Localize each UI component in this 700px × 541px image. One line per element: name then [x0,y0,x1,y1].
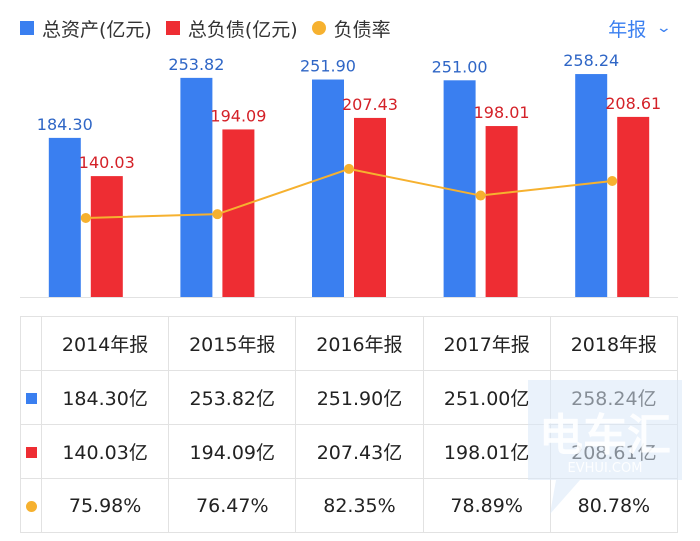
legend-swatch-assets [20,21,34,35]
point-debt-ratio [475,190,486,201]
table-cell: 78.89% [422,478,551,533]
legend-swatch-liabilities [165,21,180,35]
table-row-marker [20,478,42,533]
table-cell: 251.90亿 [295,370,424,425]
table-cell: 82.35% [295,478,424,533]
table-cell: 251.00亿 [422,370,551,425]
table-cell: 194.09亿 [168,424,297,479]
table-header-cell: 2014年报 [40,316,170,371]
table-cell: 75.98% [40,478,170,533]
data-label-assets: 184.30 [37,115,93,134]
chart-legend: 总资产(亿元) 总负债(亿元) 负债率 [0,14,391,42]
bar-total-liabilities [354,117,386,298]
table-cell: 208.61亿 [549,424,679,479]
table-cell: 258.24亿 [549,370,679,425]
table-row: 184.30亿 253.82亿 251.90亿 251.00亿 258.24亿 [20,370,679,425]
legend-total-assets[interactable]: 总资产(亿元) [20,15,152,42]
bar-total-assets [312,79,344,297]
bar-total-liabilities [222,129,255,297]
data-label-assets: 258.24 [563,51,619,70]
bar-total-assets [575,74,608,298]
table-header-cell: 2016年报 [295,316,424,371]
table-header-row: 2014年报 2015年报 2016年报 2017年报 2018年报 [20,316,679,371]
bar-total-assets [180,77,213,297]
legend-swatch-ratio [311,21,326,35]
table-cell: 253.82亿 [168,370,297,425]
data-label-assets: 251.90 [300,57,356,76]
table-header-cell: 2015年报 [168,316,297,371]
data-label-liabilities: 140.03 [79,153,135,172]
point-debt-ratio [607,175,618,186]
bar-total-assets [48,137,81,297]
series-line-debt-ratio [85,167,613,219]
data-label-assets: 251.00 [432,57,488,76]
assets-square-icon [25,392,37,404]
table-cell: 207.43亿 [295,424,424,479]
assets-liabilities-chart: 184.30 140.03 253.82 194.09 251.90 207.43 251.… [20,51,678,298]
chevron-down-icon: ⌄ [655,20,673,36]
legend-label-liabilities: 总负债(亿元) [187,18,298,41]
table-row: 140.03亿 194.09亿 207.43亿 198.01亿 208.61亿 [20,424,679,479]
period-selector[interactable]: 年报 ⌄ [608,14,673,42]
point-debt-ratio [344,163,354,174]
liabilities-square-icon [25,446,37,458]
period-selector-label: 年报 [608,18,647,41]
point-debt-ratio [212,209,223,220]
bar-total-liabilities [617,116,650,298]
table-header-cell: 2018年报 [549,316,679,371]
point-debt-ratio [80,212,91,223]
table-cell: 80.78% [549,478,679,533]
data-label-liabilities: 194.09 [210,106,266,125]
table-cell: 140.03亿 [40,424,170,479]
table-header-marker [20,316,42,371]
table-cell: 76.47% [168,478,297,533]
table-cell: 198.01亿 [422,424,551,479]
table-row: 75.98% 76.47% 82.35% 78.89% 80.78% [20,478,679,533]
table-header-cell: 2017年报 [422,316,551,371]
table-cell: 184.30亿 [40,370,170,425]
table-row-marker [20,370,42,425]
bar-total-liabilities [485,126,518,298]
table-row-marker [20,424,42,479]
data-table: 2014年报 2015年报 2016年报 2017年报 2018年报 184.30亿 253… [20,316,679,533]
data-label-liabilities: 208.61 [605,94,661,113]
legend-debt-ratio[interactable]: 负债率 [311,15,391,42]
legend-total-liabilities[interactable]: 总负债(亿元) [165,15,298,42]
ratio-dot-icon [25,500,37,512]
data-label-assets: 253.82 [168,55,224,74]
data-label-liabilities: 207.43 [342,95,398,114]
bar-total-liabilities [90,176,123,297]
data-label-liabilities: 198.01 [474,103,530,122]
legend-label-assets: 总资产(亿元) [42,18,152,41]
legend-label-ratio: 负债率 [333,18,391,41]
